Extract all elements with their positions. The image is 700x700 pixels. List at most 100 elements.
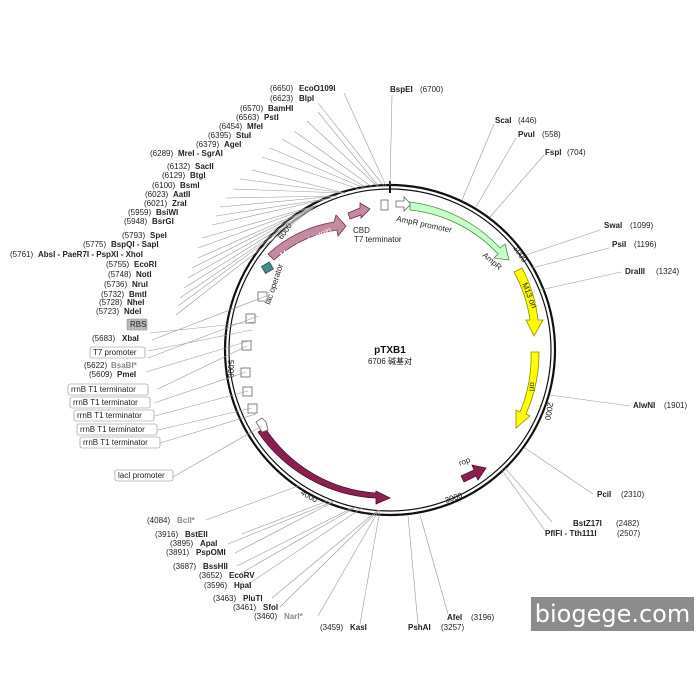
site-bsshii: (3687) BssHII [173, 562, 228, 571]
svg-text:ApaI: ApaI [200, 539, 217, 548]
svg-text:(2310): (2310) [621, 490, 644, 499]
svg-text:RBS: RBS [130, 320, 146, 329]
svg-text:EcoRI: EcoRI [134, 260, 157, 269]
site-pshai: PshAI (3257) [407, 515, 464, 632]
svg-text:DraIII: DraIII [625, 267, 645, 276]
svg-text:(6650): (6650) [270, 84, 293, 93]
svg-text:EcoO109I: EcoO109I [299, 84, 335, 93]
svg-text:(5622): (5622) [84, 361, 107, 370]
site-absi-paer7i-pspxi-xhoi: (5761) AbsI - PaeR7I - PspXI - XhoI [10, 250, 143, 259]
site-sacii: (6132) SacII [167, 162, 214, 171]
svg-text:rrnB T1 terminator: rrnB T1 terminator [80, 425, 145, 434]
svg-text:(6700): (6700) [420, 85, 443, 94]
svg-text:(5748): (5748) [108, 270, 131, 279]
svg-text:rrnB T1 terminator: rrnB T1 terminator [77, 411, 142, 420]
svg-text:AatII: AatII [173, 190, 190, 199]
site-sfoi: (3461) SfoI [233, 603, 278, 612]
feature-rop [460, 464, 487, 483]
svg-text:lacI promoter: lacI promoter [118, 471, 165, 480]
boxlabel-rrnb-5: rrnB T1 terminator [79, 436, 161, 449]
svg-text:(3895): (3895) [170, 539, 193, 548]
svg-text:KasI: KasI [350, 623, 367, 632]
label-laci: lacI [311, 446, 326, 460]
svg-text:(6289): (6289) [150, 149, 173, 158]
boxlabel-rrnb-1: rrnB T1 terminator [67, 383, 149, 396]
svg-text:(1901): (1901) [664, 401, 687, 410]
label-t7-terminator: T7 terminator [354, 235, 402, 244]
svg-text:MreI - SgrAI: MreI - SgrAI [178, 149, 223, 158]
feature-mxe-gyra-intein [267, 214, 347, 261]
svg-text:BamHI: BamHI [268, 104, 293, 113]
feature-box-rrnb-3 [242, 386, 253, 397]
svg-text:(1324): (1324) [656, 267, 679, 276]
svg-text:NheI: NheI [127, 298, 144, 307]
site-noti: (5748) NotI [108, 270, 152, 279]
svg-text:(6129): (6129) [162, 171, 185, 180]
feature-box-rrnb-2 [240, 367, 251, 378]
site-spei: (5793) SpeI [122, 231, 167, 240]
svg-text:BtgI: BtgI [190, 171, 206, 180]
boxlabel-t7-promoter: T7 promoter [89, 346, 146, 359]
site-mfei: (6454) MfeI [219, 122, 263, 131]
boxlabel-rrnb-4: rrnB T1 terminator [76, 423, 158, 436]
svg-text:PshAI: PshAI [408, 623, 431, 632]
svg-text:PspOMI: PspOMI [196, 548, 226, 557]
svg-text:(5736): (5736) [104, 280, 127, 289]
site-nhei: (5728) NheI [99, 298, 144, 307]
svg-text:(5609): (5609) [89, 370, 112, 379]
svg-text:PsiI: PsiI [612, 240, 626, 249]
feature-ori [515, 351, 540, 429]
svg-text:(3463): (3463) [213, 594, 236, 603]
svg-text:SfoI: SfoI [263, 603, 278, 612]
leader-lines-top-left [145, 92, 387, 478]
site-bspei: BspEI (6700) [389, 85, 443, 186]
boxlabel-rrnb-2: rrnB T1 terminator [69, 396, 151, 409]
site-bsabi: (5622) BsaBI* [84, 361, 138, 370]
svg-text:FspI: FspI [545, 148, 561, 157]
site-draiii: DraIII (1324) [539, 267, 679, 291]
svg-text:PciI: PciI [597, 490, 611, 499]
svg-text:T7 promoter: T7 promoter [93, 348, 137, 357]
site-bcli: (4084) BclI* [147, 516, 196, 525]
svg-text:(3891): (3891) [166, 548, 189, 557]
site-bspqi-sapi: (5775) BspQI - SapI [83, 240, 159, 249]
svg-text:(2482): (2482) [616, 519, 639, 528]
site-bmti: (5732) BmtI [101, 290, 147, 299]
site-bamhi: (6570) BamHI [240, 104, 293, 113]
plasmid-length: 6706 碱基对 [368, 356, 412, 366]
svg-text:BsiWI: BsiWI [156, 208, 178, 217]
feature-laci-promoter [255, 417, 269, 433]
svg-text:NotI: NotI [136, 270, 152, 279]
site-apai: (3895) ApaI [170, 539, 217, 548]
site-swai: SwaI (1099) [525, 221, 653, 256]
site-mrei-sgrai: (6289) MreI - SgrAI [150, 149, 223, 158]
svg-text:rrnB T1 terminator: rrnB T1 terminator [71, 385, 136, 394]
site-fspi: FspI (704) [489, 148, 586, 218]
site-xbai: (5683) XbaI [92, 334, 139, 343]
svg-text:(5732): (5732) [101, 290, 124, 299]
site-eco0109i: (6650) EcoO109I [270, 84, 335, 93]
svg-text:NdeI: NdeI [124, 307, 141, 316]
svg-text:BstZ17I: BstZ17I [573, 519, 602, 528]
svg-text:BstEII: BstEII [185, 530, 208, 539]
svg-text:PmeI: PmeI [117, 370, 136, 379]
svg-text:NruI: NruI [132, 280, 148, 289]
svg-text:(6379): (6379) [196, 140, 219, 149]
svg-text:StuI: StuI [236, 131, 251, 140]
site-kasi: (3459) KasI [320, 623, 367, 632]
svg-text:BssHII: BssHII [203, 562, 228, 571]
site-psti: (6563) PstI [236, 113, 279, 122]
site-zrai: (6021) ZraI [144, 199, 187, 208]
svg-text:(6563): (6563) [236, 113, 259, 122]
svg-text:(6395): (6395) [208, 131, 231, 140]
svg-text:(1099): (1099) [630, 221, 653, 230]
svg-text:BspQI - SapI: BspQI - SapI [111, 240, 159, 249]
svg-text:NarI*: NarI* [284, 612, 304, 621]
svg-text:PstI: PstI [264, 113, 279, 122]
site-pcii: PciI (2310) [524, 447, 644, 499]
site-bsteii: (3916) BstEII [155, 530, 208, 539]
svg-text:(6623): (6623) [270, 94, 293, 103]
svg-text:(5948): (5948) [124, 217, 147, 226]
